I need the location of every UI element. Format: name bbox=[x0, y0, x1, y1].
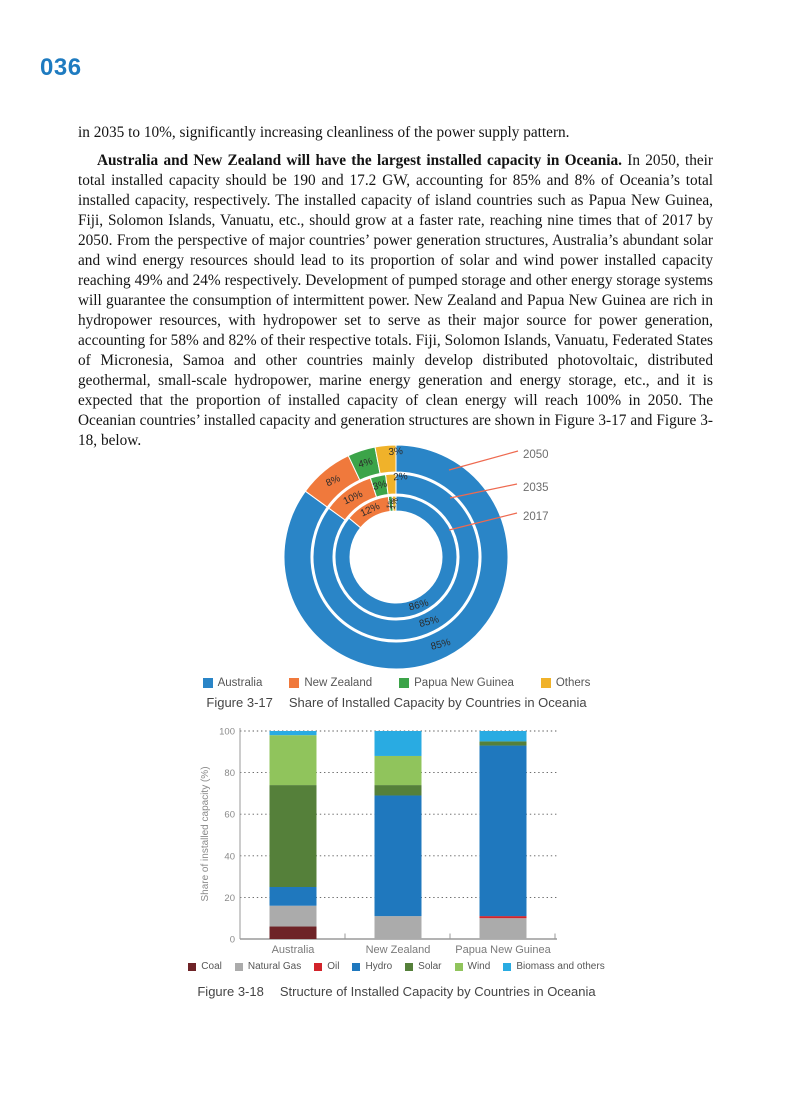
bar-segment bbox=[269, 731, 317, 736]
donut-callout-line bbox=[449, 483, 518, 499]
donut-callout-year: 2035 bbox=[523, 482, 549, 494]
legend-label: Natural Gas bbox=[247, 961, 302, 972]
donut-percent-label: 85% bbox=[418, 614, 440, 630]
legend-item: Solar bbox=[405, 961, 442, 972]
x-category-label: New Zealand bbox=[366, 944, 431, 956]
legend-swatch bbox=[188, 962, 197, 971]
legend-label: Oil bbox=[327, 961, 340, 972]
donut-callout-line bbox=[448, 512, 518, 531]
donut-percent-label: 85% bbox=[430, 637, 452, 653]
bar-segment bbox=[269, 785, 317, 887]
bar-segment bbox=[269, 926, 317, 939]
donut-callout-year: 2050 bbox=[523, 449, 549, 461]
legend-swatch bbox=[352, 962, 361, 971]
legend-swatch bbox=[314, 962, 323, 971]
y-tick-label: 80 bbox=[224, 768, 235, 779]
donut-percent-label: 3% bbox=[372, 479, 389, 493]
legend-swatch bbox=[234, 962, 243, 971]
legend-label: Solar bbox=[418, 961, 442, 972]
donut-segment bbox=[385, 473, 397, 496]
legend-item: Papua New Guinea bbox=[399, 677, 514, 689]
bar-segment bbox=[374, 916, 422, 939]
bar-segment bbox=[479, 741, 527, 746]
legend-item: Wind bbox=[454, 961, 491, 972]
donut-legend: Australia New Zealand Papua New Guinea Othe… bbox=[0, 677, 793, 689]
legend-label: New Zealand bbox=[304, 677, 373, 689]
donut-callout-line bbox=[448, 450, 519, 471]
bar-segment bbox=[269, 735, 317, 786]
body-paragraph-1: in 2035 to 10%, significantly increasing… bbox=[78, 124, 570, 141]
donut-percent-label: 1% bbox=[388, 496, 400, 510]
figure-3-17-label: Figure 3-17 bbox=[206, 695, 273, 710]
bar-segment bbox=[269, 905, 317, 927]
x-category-label: Papua New Guinea bbox=[455, 944, 551, 956]
figure-3-18-caption: Figure 3-18 Structure of Installed Capaci… bbox=[0, 984, 793, 999]
bar-segment bbox=[479, 916, 527, 919]
legend-item: Oil bbox=[314, 961, 339, 972]
legend-label: Wind bbox=[467, 961, 491, 972]
legend-label: Others bbox=[555, 677, 591, 689]
y-tick-label: 0 bbox=[230, 935, 235, 946]
figure-3-17-title: Share of Installed Capacity by Countries… bbox=[288, 695, 587, 710]
donut-segment bbox=[391, 495, 397, 512]
legend-label: Australia bbox=[217, 677, 263, 689]
legend-item: Others bbox=[540, 677, 591, 689]
legend-label: Biomass and others bbox=[516, 961, 605, 972]
x-category-label: Australia bbox=[272, 944, 316, 956]
y-tick-label: 40 bbox=[224, 851, 235, 862]
legend-item: Natural Gas bbox=[234, 961, 302, 972]
body-paragraph-2: Australia and New Zealand will have the … bbox=[78, 151, 713, 451]
legend-item: Australia bbox=[202, 677, 263, 689]
y-tick-label: 100 bbox=[219, 727, 235, 738]
bar-segment bbox=[374, 755, 422, 786]
donut-percent-label: 3% bbox=[388, 446, 403, 458]
legend-item: Hydro bbox=[352, 961, 392, 972]
donut-percent-label: 2% bbox=[393, 471, 408, 483]
y-tick-label: 60 bbox=[224, 810, 235, 821]
bar-segment bbox=[374, 731, 422, 756]
paragraph-2-rest: In 2050, their total installed capacity … bbox=[78, 152, 713, 449]
donut-chart: 86%12% 1%1%85%10%3%2%85%8%4%3% 20502035201… bbox=[283, 444, 549, 670]
donut-percent-label: 4% bbox=[357, 456, 374, 470]
donut-segment bbox=[312, 473, 480, 641]
legend-swatch bbox=[399, 678, 410, 688]
donut-segment bbox=[334, 495, 458, 619]
legend-item: New Zealand bbox=[289, 677, 372, 689]
legend-swatch bbox=[202, 678, 213, 688]
stacked-bar-chart: 0 20 40 60 80 100 Australia New Zealand Papua Ne… bbox=[200, 727, 557, 956]
legend-label: Hydro bbox=[365, 961, 393, 972]
legend-item: Biomass and others bbox=[503, 961, 605, 972]
legend-swatch bbox=[503, 962, 512, 971]
legend-swatch bbox=[405, 962, 414, 971]
bar-segment bbox=[374, 795, 422, 917]
legend-swatch bbox=[540, 678, 551, 688]
bar-segment bbox=[479, 918, 527, 939]
legend-item: Coal bbox=[188, 961, 222, 972]
figure-3-18-title: Structure of Installed Capacity by Count… bbox=[279, 984, 596, 999]
page-number: 036 bbox=[40, 54, 82, 81]
figure-3-17-caption: Figure 3-17 Share of Installed Capacity b… bbox=[0, 695, 793, 710]
legend-label: Papua New Guinea bbox=[414, 677, 514, 689]
legend-swatch bbox=[289, 678, 300, 688]
bar-segment bbox=[479, 731, 527, 742]
legend-swatch bbox=[454, 962, 463, 971]
y-tick-label: 20 bbox=[224, 893, 235, 904]
donut-percent-label: 86% bbox=[408, 598, 430, 614]
bar-segment bbox=[269, 887, 317, 906]
bar-legend: Coal Natural Gas Oil Hydro Solar Wind Biomass … bbox=[0, 961, 793, 972]
legend-label: Coal bbox=[201, 961, 222, 972]
donut-callout-year: 2017 bbox=[523, 511, 549, 523]
y-axis-title: Share of installed capacity (%) bbox=[200, 766, 211, 901]
donut-segment bbox=[374, 444, 397, 475]
donut-percent-label: 1% bbox=[384, 497, 396, 511]
figure-3-18-label: Figure 3-18 bbox=[197, 984, 264, 999]
bold-lead-sentence: Australia and New Zealand will have the … bbox=[97, 152, 622, 169]
bar-segment bbox=[374, 785, 422, 796]
donut-segment bbox=[283, 444, 509, 670]
bar-segment bbox=[479, 745, 527, 917]
